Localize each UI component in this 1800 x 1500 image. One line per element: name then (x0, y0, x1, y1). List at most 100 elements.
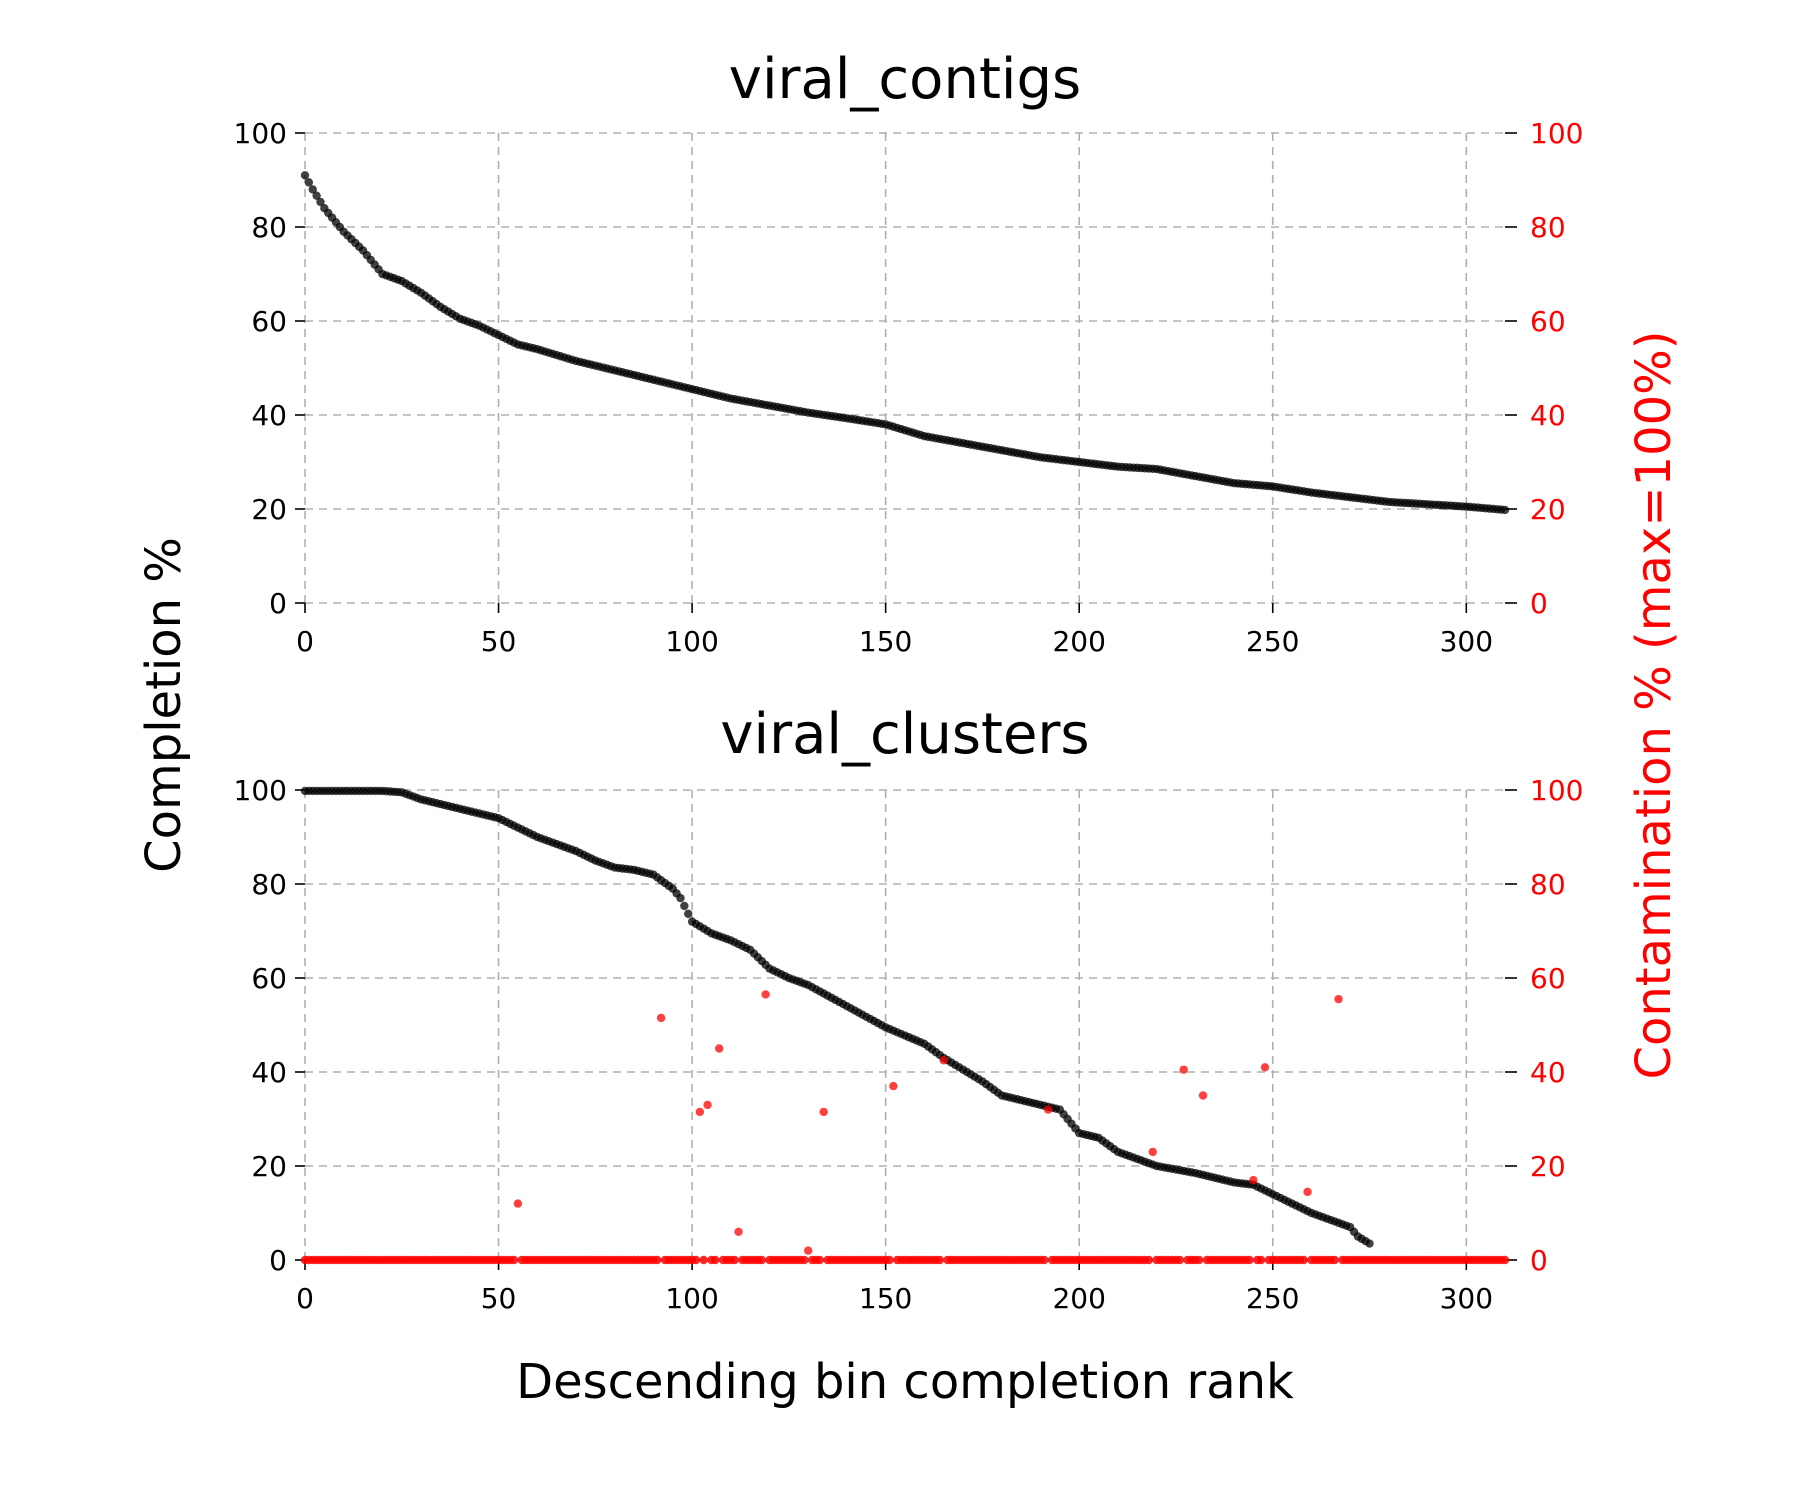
contamination-point (653, 1255, 662, 1265)
left-y-axis-ticks: 0 20 40 60 80 100 (234, 117, 305, 620)
right-y-tick-label: 100 (1530, 117, 1583, 150)
x-axis-ticks: 0 50 100 150 200 250 300 (296, 603, 1493, 658)
y-tick-label: 60 (251, 305, 287, 338)
right-y-tick-label: 80 (1530, 211, 1566, 244)
contamination-point (703, 1100, 712, 1110)
contamination-point (1260, 1063, 1270, 1072)
contamination-point (656, 1013, 666, 1023)
grid (304, 132, 1505, 604)
x-tick-label: 100 (665, 1282, 718, 1315)
left-y-axis-label: Completion % (136, 537, 192, 873)
x-axis-ticks: 0 50 100 150 200 250 300 (296, 1260, 1493, 1315)
contamination-point (734, 1227, 743, 1237)
completion-point (308, 185, 317, 194)
contamination-point (815, 1255, 825, 1265)
completion-point (316, 197, 325, 207)
y-tick-label: 0 (269, 1244, 287, 1277)
contamination-point (691, 1255, 701, 1265)
y-tick-label: 80 (251, 211, 287, 244)
contamination-point (730, 1255, 739, 1265)
contamination-point (695, 1107, 705, 1117)
contamination-point (1299, 1255, 1308, 1265)
completion-point (1500, 505, 1510, 515)
contamination-point (1175, 1255, 1185, 1265)
x-tick-label: 50 (481, 625, 517, 658)
contamination-point (1144, 1255, 1154, 1265)
contamination-point (711, 1255, 720, 1265)
right-y-axis-label: Contamination % (max=100%) (1626, 330, 1682, 1079)
grid (304, 789, 1505, 1261)
contamination-point (804, 1246, 813, 1255)
x-tick-label: 250 (1246, 1282, 1299, 1315)
contamination-point (1500, 1255, 1510, 1265)
right-y-axis-ticks: 0 20 40 60 80 100 (1505, 117, 1583, 620)
contamination-point (939, 1056, 948, 1065)
contamination-point (509, 1255, 519, 1265)
completion-point (680, 901, 689, 911)
x-tick-label: 150 (859, 625, 912, 658)
contamination-point (714, 1044, 724, 1053)
x-tick-label: 150 (859, 1282, 912, 1315)
contamination-point (1044, 1105, 1053, 1114)
contamination-point (1040, 1255, 1049, 1265)
completion-point (1365, 1239, 1374, 1248)
x-tick-label: 200 (1052, 625, 1105, 658)
panel-viral-clusters: 0 50 100 150 200 250 300 0 20 40 60 80 100 0 20 40 60 8… (234, 702, 1584, 1315)
contamination-point (889, 1081, 898, 1091)
right-y-tick-label: 40 (1530, 1056, 1566, 1089)
completion-point (300, 171, 310, 180)
contamination-point (513, 1199, 523, 1208)
right-y-tick-label: 60 (1530, 305, 1566, 338)
y-tick-label: 80 (251, 868, 287, 901)
x-tick-label: 100 (665, 625, 718, 658)
chart-title: viral_clusters (720, 702, 1089, 767)
contamination-point (1179, 1065, 1188, 1074)
right-y-tick-label: 40 (1530, 399, 1566, 432)
completion-point (684, 909, 693, 918)
y-tick-label: 20 (251, 1150, 287, 1183)
chart-title: viral_contigs (729, 47, 1081, 112)
contamination-point (1198, 1091, 1208, 1100)
y-tick-label: 20 (251, 493, 287, 526)
x-tick-label: 0 (296, 625, 314, 658)
right-y-tick-label: 100 (1530, 774, 1583, 807)
contamination-point (1249, 1175, 1258, 1185)
right-y-tick-label: 20 (1530, 1150, 1566, 1183)
y-tick-label: 40 (251, 1056, 287, 1089)
contamination-point (885, 1255, 894, 1265)
x-tick-label: 300 (1440, 625, 1493, 658)
completion-point (312, 191, 321, 200)
contamination-point (757, 1255, 766, 1265)
contamination-point (1148, 1147, 1157, 1157)
completion-point (676, 893, 685, 903)
y-tick-label: 100 (234, 117, 287, 150)
contamination-point (1303, 1187, 1312, 1197)
y-tick-label: 0 (269, 587, 287, 620)
x-tick-label: 50 (481, 1282, 517, 1315)
y-tick-label: 100 (234, 774, 287, 807)
right-y-tick-label: 0 (1530, 587, 1548, 620)
y-tick-label: 40 (251, 399, 287, 432)
x-axis-label: Descending bin completion rank (516, 1354, 1294, 1410)
right-y-tick-label: 60 (1530, 962, 1566, 995)
right-y-tick-label: 20 (1530, 493, 1566, 526)
x-tick-label: 250 (1246, 625, 1299, 658)
x-tick-label: 200 (1052, 1282, 1105, 1315)
y-tick-label: 60 (251, 962, 287, 995)
right-y-tick-label: 0 (1530, 1244, 1548, 1277)
contamination-point (800, 1255, 809, 1265)
contamination-point (761, 990, 770, 999)
contamination-point (1330, 1255, 1339, 1265)
data-points (300, 786, 1510, 1265)
right-y-axis-ticks: 0 20 40 60 80 100 (1505, 774, 1583, 1277)
completion-point (304, 178, 314, 187)
right-y-tick-label: 80 (1530, 868, 1566, 901)
contamination-point (819, 1107, 828, 1117)
data-points (300, 171, 1510, 515)
x-tick-label: 300 (1440, 1282, 1493, 1315)
left-y-axis-ticks: 0 20 40 60 80 100 (234, 774, 305, 1277)
contamination-point (1256, 1255, 1266, 1265)
panel-viral-contigs: 0 50 100 150 200 250 300 0 20 40 60 80 100 0 20 40 60 8… (234, 47, 1584, 658)
contamination-point (935, 1255, 945, 1265)
